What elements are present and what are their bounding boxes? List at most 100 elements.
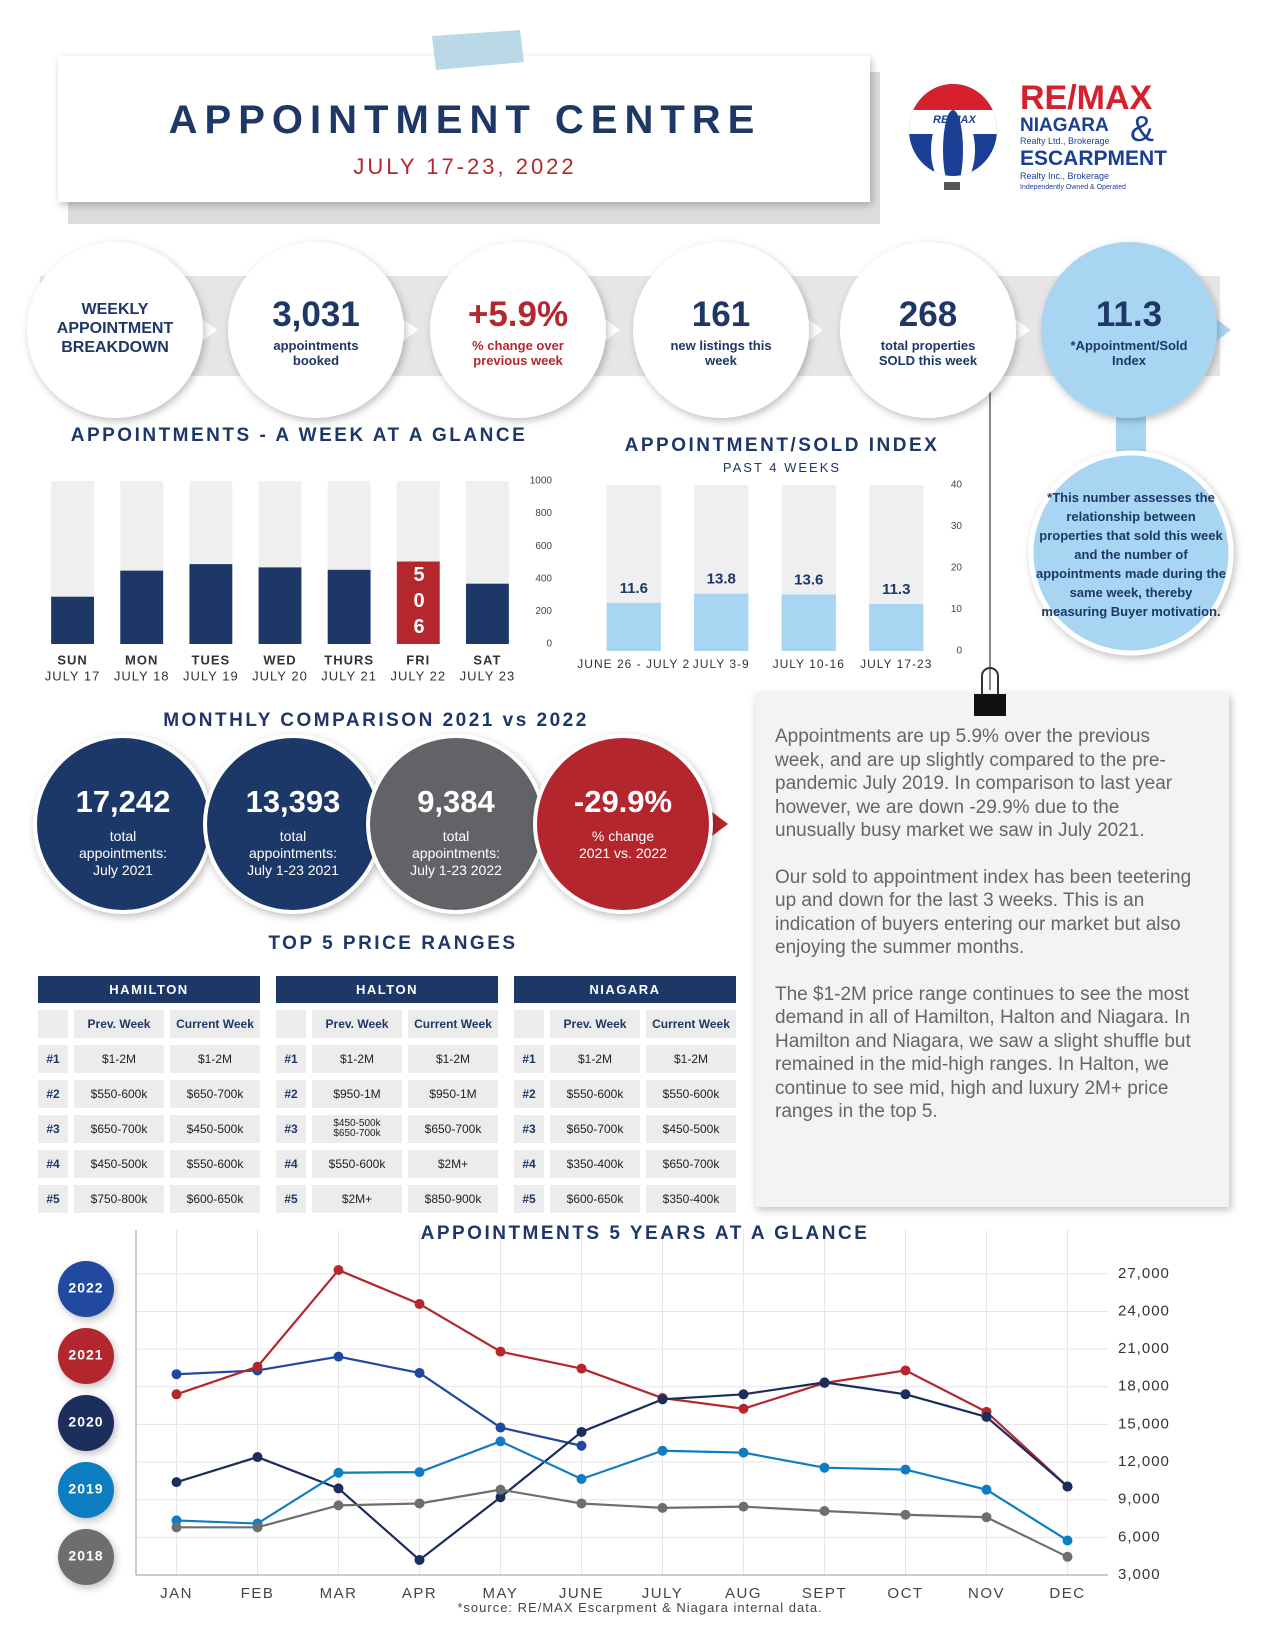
logo-amp: & — [1130, 108, 1155, 149]
logo-balloon — [909, 84, 997, 176]
table-cell: #4 — [514, 1150, 544, 1178]
x-tick-label: MAY — [483, 1585, 519, 1602]
series-point — [657, 1445, 668, 1456]
footnote: *source: RE/MAX Escarpment & Niagara int… — [457, 1600, 823, 1615]
x-tick-label: JULY 10-16 — [773, 657, 845, 671]
table-cell: $650-700k — [74, 1115, 164, 1143]
series-point — [252, 1361, 263, 1372]
series-point — [981, 1512, 992, 1523]
x-tick-label: SEPT — [802, 1585, 847, 1602]
x-tick-sublabel: JULY 20 — [252, 668, 308, 683]
series-point — [495, 1484, 506, 1495]
series-point — [1062, 1535, 1073, 1546]
x-tick-label: JAN — [160, 1585, 193, 1602]
stat-circle — [430, 242, 606, 418]
table-header: HAMILTON — [38, 976, 260, 1003]
chart-title: APPOINTMENTS - A WEEK AT A GLANCE — [70, 425, 528, 446]
table-cell: #1 — [514, 1045, 544, 1073]
stat-value: 268 — [898, 295, 958, 334]
series-point — [333, 1265, 344, 1276]
x-tick-label: DEC — [1049, 1585, 1085, 1602]
chart-title: APPOINTMENT/SOLD INDEX — [624, 435, 940, 456]
y-tick-label: 0 — [546, 639, 552, 650]
y-tick-label: 18,000 — [1118, 1378, 1170, 1395]
page-subtitle: JULY 17-23, 2022 — [353, 154, 577, 179]
table-cell: $650-700k — [646, 1150, 736, 1178]
legend-swatch — [58, 1462, 114, 1518]
table-cell: $950-1M — [408, 1080, 498, 1108]
table-cell: $350-400k — [550, 1150, 640, 1178]
table-cell: $450-500k — [74, 1150, 164, 1178]
commentary-paragraph: Our sold to appointment index has been t… — [775, 866, 1192, 959]
table-cell: $450-500k — [170, 1115, 260, 1143]
comparison-label: total — [279, 828, 307, 844]
table-cell: $600-650k — [170, 1185, 260, 1213]
series-point — [495, 1492, 506, 1503]
series-point — [900, 1389, 911, 1400]
y-tick-label: 27,000 — [1118, 1265, 1170, 1282]
chart-subtitle: PAST 4 WEEKS — [722, 460, 842, 475]
series-point — [657, 1394, 668, 1405]
series-point — [414, 1554, 425, 1565]
bar — [694, 593, 749, 651]
x-tick-label: FRI — [406, 652, 430, 667]
series-point — [819, 1377, 830, 1388]
comparison-value: 9,384 — [417, 784, 495, 819]
y-tick-label: 15,000 — [1118, 1415, 1170, 1432]
table-cell: $850-900k — [408, 1185, 498, 1213]
bar-value-label: 13.6 — [794, 572, 823, 589]
table-cell: $2M+ — [312, 1185, 402, 1213]
comparison-value: 17,242 — [75, 784, 171, 819]
table-cell: #2 — [514, 1080, 544, 1108]
series-point — [171, 1477, 182, 1488]
bar — [465, 583, 509, 644]
series-point — [171, 1389, 182, 1400]
x-tick-label: FEB — [241, 1585, 275, 1602]
comparison-label: total — [442, 828, 470, 844]
table-cell: $450-500k $650-700k — [312, 1115, 402, 1143]
stat-label: *Appointment/Sold Index — [1070, 338, 1188, 368]
y-tick-label: 40 — [951, 480, 963, 491]
series-point — [495, 1436, 506, 1447]
series-point — [981, 1484, 992, 1495]
commentary-paragraph: Appointments are up 5.9% over the previo… — [775, 726, 1173, 841]
stat-circle — [840, 242, 1016, 418]
x-tick-sublabel: JULY 19 — [183, 668, 239, 683]
series-point — [252, 1522, 263, 1533]
series-point — [414, 1467, 425, 1478]
y-tick-label: 3,000 — [1118, 1566, 1161, 1583]
stat-label: appointments booked — [273, 338, 359, 368]
y-tick-label: 24,000 — [1118, 1302, 1170, 1319]
stat-circle — [633, 242, 809, 418]
series-point — [414, 1367, 425, 1378]
table-cell: $550-600k — [312, 1150, 402, 1178]
x-tick-label: THURS — [324, 652, 374, 667]
stat-value: 11.3 — [1095, 295, 1163, 334]
note-circle — [1028, 450, 1234, 656]
x-tick-label: SAT — [473, 652, 501, 667]
x-tick-label: JULY 3-9 — [693, 657, 750, 671]
x-tick-label: TUES — [192, 652, 231, 667]
y-tick-label: 30 — [951, 521, 963, 532]
series-point — [252, 1452, 263, 1463]
legend-swatch — [58, 1395, 114, 1451]
series-point — [738, 1389, 749, 1400]
table-cell: $950-1M — [312, 1080, 402, 1108]
table-cell: $600-650k — [550, 1185, 640, 1213]
table-cell: #3 — [514, 1115, 544, 1143]
series-point — [576, 1440, 587, 1451]
table-cell: #3 — [38, 1115, 68, 1143]
bar — [869, 604, 924, 651]
series-point — [333, 1483, 344, 1494]
series-point — [495, 1346, 506, 1357]
stat-value: +5.9% — [467, 295, 569, 334]
series-point — [414, 1498, 425, 1509]
bar-value-label: 11.3 — [882, 581, 910, 598]
legend-swatch — [58, 1328, 114, 1384]
breakdown-label: WEEKLY APPOINTMENT BREAKDOWN — [56, 301, 174, 356]
spacer — [0, 0, 1275, 1]
comparison-text: -29.9% % change 2021 vs. 2022 — [543, 784, 703, 862]
logo-tagline: Independently Owned & Operated — [1020, 184, 1126, 191]
y-tick-label: 600 — [535, 541, 552, 552]
table-cell: $1-2M — [646, 1045, 736, 1073]
